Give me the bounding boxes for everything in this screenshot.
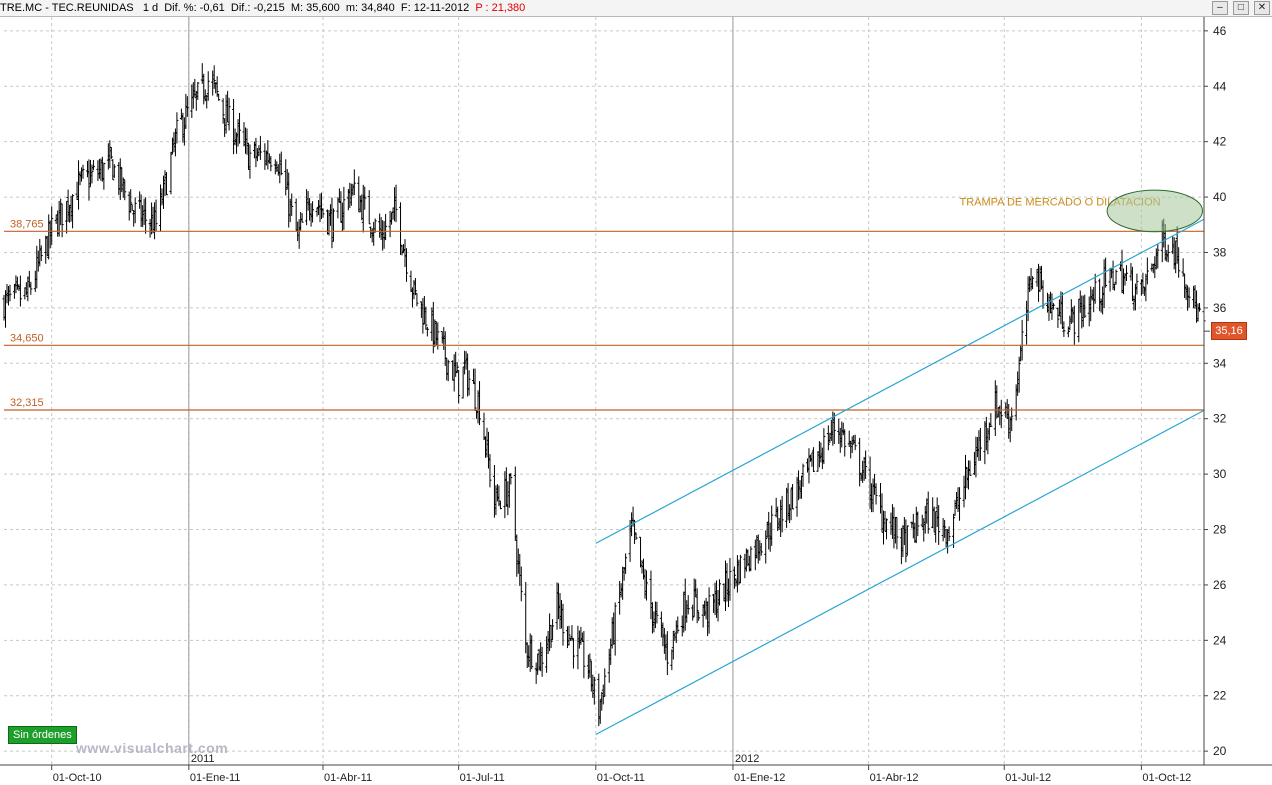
watermark: www.visualchart.com <box>76 740 229 756</box>
x-tick-label: 01-Abr-11 <box>324 772 372 784</box>
y-tick-label: 36 <box>1213 301 1227 315</box>
x-tick-label: 01-Ene-12 <box>734 772 785 784</box>
y-tick-label: 30 <box>1213 467 1227 481</box>
x-tick-label: 01-Oct-11 <box>597 772 645 784</box>
date-label: F: 12-11-2012 <box>400 2 470 14</box>
x-tick-label: 01-Oct-10 <box>53 772 102 784</box>
dif-label: Dif.: -0,215 <box>230 2 285 14</box>
orders-status-badge[interactable]: Sin órdenes <box>8 726 77 744</box>
highlight-ellipse <box>1106 189 1204 233</box>
y-tick-label: 26 <box>1213 578 1227 592</box>
trend-channel <box>595 218 1205 736</box>
y-tick-label: 22 <box>1213 689 1227 703</box>
ohlc-bars <box>2 63 1206 727</box>
maximize-button[interactable]: □ <box>1232 1 1249 15</box>
horizontal-level-label: 38,765 <box>10 218 44 230</box>
channel-line <box>595 409 1205 736</box>
horizontal-level-label: 32,315 <box>10 397 44 409</box>
y-tick-label: 34 <box>1213 356 1227 370</box>
x-tick-label: 01-Jul-11 <box>460 772 505 784</box>
minimize-button[interactable]: – <box>1211 1 1228 15</box>
timeframe-label: 1 d <box>142 2 159 14</box>
channel-line <box>595 218 1205 544</box>
y-tick-label: 38 <box>1213 245 1227 259</box>
annotation-layer: TRAMPA DE MERCADO O DILATACION <box>960 189 1204 233</box>
x-tick-label: 01-Jul-12 <box>1005 772 1051 784</box>
year-label: 2012 <box>735 753 759 765</box>
last-price-tag: 35,16 <box>1211 322 1247 341</box>
axes: 46 44 42 40 38 36 34 32 30 28 26 24 22 20 01-Oct-10 01-… <box>0 17 1272 784</box>
max-label: M: 35,600 <box>290 2 340 14</box>
y-tick-label: 40 <box>1213 190 1227 204</box>
min-label: m: 34,840 <box>345 2 395 14</box>
dif-pct-label: Dif. %: -0,61 <box>164 2 225 14</box>
chart-title-bar: TRE.MC - TEC.REUNIDAS 1 d Dif. %: -0,61 … <box>0 0 1272 17</box>
horizontal-level-label: 34,650 <box>10 332 44 344</box>
y-tick-label: 42 <box>1213 135 1227 149</box>
y-tick-label: 20 <box>1213 744 1227 758</box>
close-button[interactable]: ✕ <box>1254 1 1270 15</box>
y-tick-label: 28 <box>1213 523 1227 537</box>
x-tick-label: 01-Ene-11 <box>190 772 241 784</box>
y-tick-label: 44 <box>1213 79 1227 93</box>
x-tick-label: 01-Abr-12 <box>870 772 919 784</box>
y-tick-label: 24 <box>1213 633 1227 647</box>
price-label: P : 21,380 <box>475 2 526 14</box>
support-resistance-lines: 38,765 34,650 32,315 <box>4 218 1204 411</box>
year-label: 2011 <box>191 753 215 765</box>
y-tick-label: 46 <box>1213 24 1227 38</box>
x-tick-label: 01-Oct-12 <box>1142 772 1191 784</box>
ticker-label: TRE.MC - TEC.REUNIDAS <box>0 2 134 14</box>
window-controls: – □ ✕ <box>1210 1 1270 15</box>
y-tick-label: 32 <box>1213 412 1227 426</box>
